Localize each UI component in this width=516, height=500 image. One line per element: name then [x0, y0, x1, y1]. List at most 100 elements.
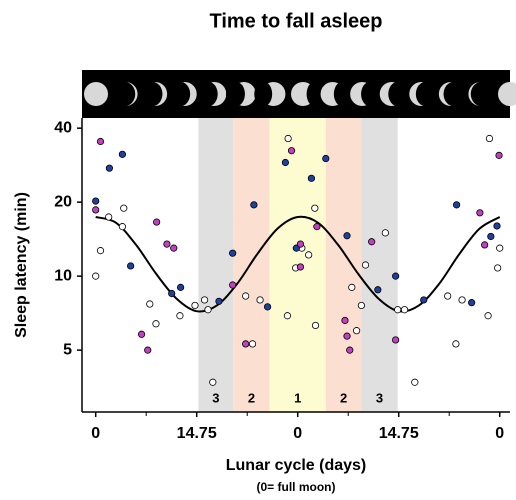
data-point	[242, 292, 250, 300]
data-point	[281, 158, 289, 167]
data-point	[229, 281, 237, 289]
data-point	[92, 206, 100, 214]
data-point	[200, 296, 209, 304]
data-point	[250, 201, 258, 209]
phase-band	[325, 118, 362, 412]
data-point	[168, 289, 176, 298]
moon-shadow	[470, 81, 494, 107]
data-point	[487, 232, 495, 241]
data-point	[311, 204, 319, 212]
moon-shadow	[225, 81, 245, 107]
data-point	[92, 272, 100, 280]
data-point	[484, 312, 492, 320]
moon	[84, 82, 108, 106]
data-point	[96, 247, 105, 255]
x-tick-label: 0	[495, 425, 504, 442]
data-point	[105, 213, 113, 221]
data-point	[296, 263, 305, 271]
data-point	[170, 244, 178, 252]
data-point	[493, 222, 501, 230]
data-point	[452, 340, 460, 348]
data-point	[305, 251, 313, 259]
phase-band-label: 2	[340, 390, 347, 405]
data-point	[283, 312, 292, 320]
data-point	[343, 232, 351, 240]
x-axis-label: Lunar cycle (days)	[226, 457, 367, 474]
phase-band	[198, 118, 234, 412]
moon-shadow	[254, 81, 273, 107]
data-point	[287, 147, 296, 155]
data-point	[481, 241, 489, 249]
data-point	[152, 320, 160, 328]
phase-band-label: 1	[294, 390, 301, 405]
data-point	[346, 346, 354, 354]
data-point	[311, 321, 320, 330]
data-point	[485, 134, 494, 143]
data-point	[284, 134, 292, 143]
y-tick-label: 20	[54, 193, 72, 210]
data-point	[176, 312, 184, 320]
data-point	[137, 330, 146, 338]
data-point	[458, 296, 466, 304]
fit-line	[95, 215, 501, 313]
data-point	[476, 209, 484, 217]
data-point	[153, 218, 161, 226]
moon-shadow	[140, 81, 163, 107]
moon-shadow	[112, 81, 136, 107]
x-tick-label: 14.75	[177, 425, 217, 442]
chart-title: Time to fall asleep	[209, 10, 382, 32]
x-tick-label: 14.75	[379, 425, 419, 442]
data-point	[242, 340, 250, 348]
moon-shadow	[415, 81, 437, 107]
data-point	[357, 301, 365, 310]
data-point	[118, 150, 127, 158]
data-point	[400, 306, 409, 314]
data-point	[177, 283, 185, 291]
data-point	[209, 378, 217, 386]
x-axis-sublabel: (0= full moon)	[257, 480, 336, 494]
data-point	[296, 240, 305, 248]
data-point	[215, 297, 223, 305]
data-point	[343, 332, 351, 340]
data-point	[96, 137, 105, 146]
data-point	[394, 306, 402, 314]
data-point	[144, 346, 152, 354]
moon-shadow	[197, 81, 218, 107]
data-point	[313, 223, 321, 231]
data-point	[127, 262, 135, 270]
data-point	[118, 223, 127, 231]
y-axis-label: Sleep latency (min)	[13, 192, 30, 338]
moon	[498, 82, 516, 106]
moon-shadow	[306, 81, 324, 107]
data-point	[368, 238, 376, 246]
data-point	[374, 286, 382, 294]
data-point	[468, 299, 476, 307]
data-point	[353, 327, 361, 335]
moon-shadow	[388, 81, 409, 107]
data-point	[381, 229, 389, 237]
data-point	[341, 316, 349, 325]
data-point	[229, 249, 237, 257]
phase-band	[233, 118, 270, 412]
data-point	[248, 340, 257, 348]
moon-shadow	[443, 81, 466, 107]
data-point	[494, 264, 502, 272]
phase-band-label: 2	[248, 390, 255, 405]
data-point	[263, 303, 272, 311]
y-tick-label: 40	[54, 119, 72, 136]
data-point	[496, 244, 504, 252]
data-point	[444, 292, 452, 300]
data-point	[495, 151, 503, 159]
data-point	[307, 174, 316, 182]
data-point	[452, 201, 461, 209]
data-point	[420, 296, 428, 304]
data-point	[163, 240, 171, 248]
data-point	[411, 378, 419, 386]
moon-shadow	[333, 81, 352, 107]
data-point	[392, 336, 400, 344]
data-point	[361, 261, 370, 269]
data-point	[322, 154, 330, 163]
data-point	[191, 301, 199, 310]
y-tick-label: 10	[54, 267, 72, 284]
